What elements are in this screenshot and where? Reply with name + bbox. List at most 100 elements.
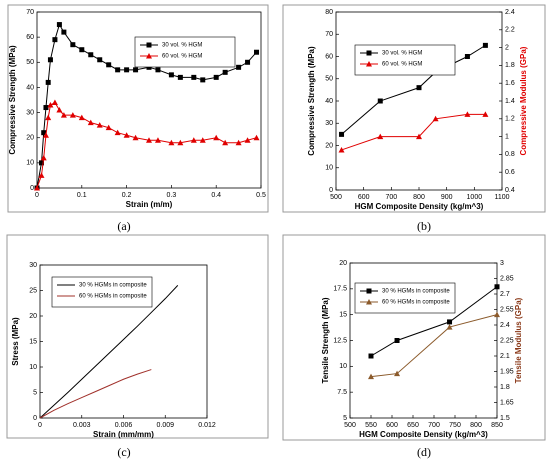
- marker: [69, 112, 76, 118]
- marker: [52, 37, 58, 43]
- series-line: [36, 101, 257, 189]
- x-tick-label: 800: [470, 422, 482, 429]
- x-tick-label: 0: [38, 422, 42, 429]
- marker: [45, 114, 52, 121]
- marker: [366, 61, 372, 67]
- marker: [494, 311, 500, 318]
- y-tick-label: 60: [26, 34, 34, 41]
- y2-tick-label: 0.6: [505, 169, 515, 176]
- marker: [41, 130, 47, 136]
- marker: [368, 373, 374, 380]
- y-tick-label: 25: [29, 287, 37, 294]
- plot-frame: [335, 11, 503, 191]
- y2-tick-label: 1.2: [505, 116, 515, 123]
- y-tick-label: 0: [30, 185, 34, 192]
- x-tick-label: 700: [428, 422, 440, 429]
- marker: [366, 50, 372, 56]
- marker: [56, 22, 62, 28]
- marker: [494, 284, 500, 290]
- marker: [432, 115, 439, 122]
- x-tick-label: 600: [386, 422, 398, 429]
- marker: [114, 129, 121, 136]
- caption: (c): [117, 445, 130, 459]
- y-tick-label: 20: [339, 260, 347, 267]
- marker: [464, 111, 471, 117]
- legend-label: 60 vol. % HGM: [162, 54, 202, 60]
- marker: [168, 139, 175, 146]
- marker: [106, 62, 112, 68]
- y-tick-label: 30: [26, 109, 34, 116]
- y-tick-label: 30: [325, 120, 333, 127]
- y-tick-label: 5: [33, 389, 37, 396]
- marker: [177, 74, 183, 80]
- marker: [446, 324, 453, 330]
- marker: [40, 154, 47, 161]
- marker: [368, 353, 374, 359]
- y-tick-label: 40: [325, 98, 333, 105]
- panel-border: [6, 234, 269, 439]
- caption: (a): [117, 219, 130, 233]
- marker: [38, 160, 44, 166]
- marker: [338, 146, 345, 153]
- marker: [244, 137, 251, 143]
- legend-box: [134, 36, 236, 68]
- panel-border: [282, 234, 546, 441]
- y2-axis-label: Compressive Modulus (GPa): [519, 46, 528, 155]
- x-tick-label: 0.4: [211, 192, 221, 199]
- y-tick-label: 20: [26, 135, 34, 142]
- x-axis-label: HGM Composite Density (kg/m^3): [355, 202, 484, 211]
- marker: [34, 185, 40, 191]
- marker: [133, 67, 139, 73]
- marker: [155, 67, 161, 73]
- marker: [87, 119, 94, 126]
- caption: (d): [417, 445, 431, 459]
- y2-tick-label: 0.8: [505, 151, 515, 158]
- marker: [416, 85, 422, 91]
- y-tick-label: 50: [26, 59, 34, 66]
- marker: [253, 134, 260, 141]
- marker: [123, 132, 130, 138]
- x-axis-label: Strain (m/m): [126, 200, 173, 209]
- y-axis-label: Tensile Strength (MPa): [321, 297, 330, 383]
- legend-box: [51, 276, 153, 308]
- marker: [377, 98, 383, 104]
- y2-tick-label: 3: [500, 260, 504, 267]
- marker: [245, 59, 251, 65]
- marker: [235, 139, 242, 146]
- marker: [45, 79, 51, 85]
- y-tick-label: 0: [33, 415, 37, 422]
- y2-tick-label: 2.7: [500, 291, 510, 298]
- x-tick-label: 600: [358, 194, 370, 201]
- y2-tick-label: 2.85: [500, 275, 514, 282]
- marker: [97, 57, 103, 63]
- y-axis-label: Stress (MPa): [11, 317, 20, 366]
- panel-border: [7, 4, 269, 213]
- y-tick-label: 10: [325, 165, 333, 172]
- y2-tick-label: 1.6: [505, 80, 515, 87]
- y2-tick-label: 2: [505, 44, 509, 51]
- marker: [47, 57, 53, 63]
- legend-label: 30 vol. % HGM: [162, 43, 202, 49]
- y-tick-label: 10: [29, 364, 37, 371]
- marker: [96, 122, 103, 128]
- marker: [42, 132, 49, 138]
- y-tick-label: 15: [29, 338, 37, 345]
- y2-tick-label: 1.65: [500, 399, 514, 406]
- x-tick-label: 850: [491, 422, 503, 429]
- x-tick-label: 500: [330, 194, 342, 201]
- series-line: [39, 369, 152, 419]
- marker: [47, 102, 54, 108]
- y-tick-label: 0: [329, 187, 333, 194]
- y2-tick-label: 1.95: [500, 368, 514, 375]
- legend-label: 60 % HGMs in composite: [382, 300, 450, 306]
- legend-label: 60 vol. % HGM: [382, 62, 422, 68]
- series-line: [341, 113, 486, 151]
- panel-border: [282, 4, 546, 213]
- marker: [339, 131, 345, 137]
- marker: [366, 299, 372, 305]
- y-axis-label: Compressive Strength (MPa): [8, 45, 17, 155]
- marker: [394, 370, 401, 377]
- marker: [464, 54, 470, 59]
- x-tick-label: 750: [449, 422, 461, 429]
- x-tick-label: 650: [407, 422, 419, 429]
